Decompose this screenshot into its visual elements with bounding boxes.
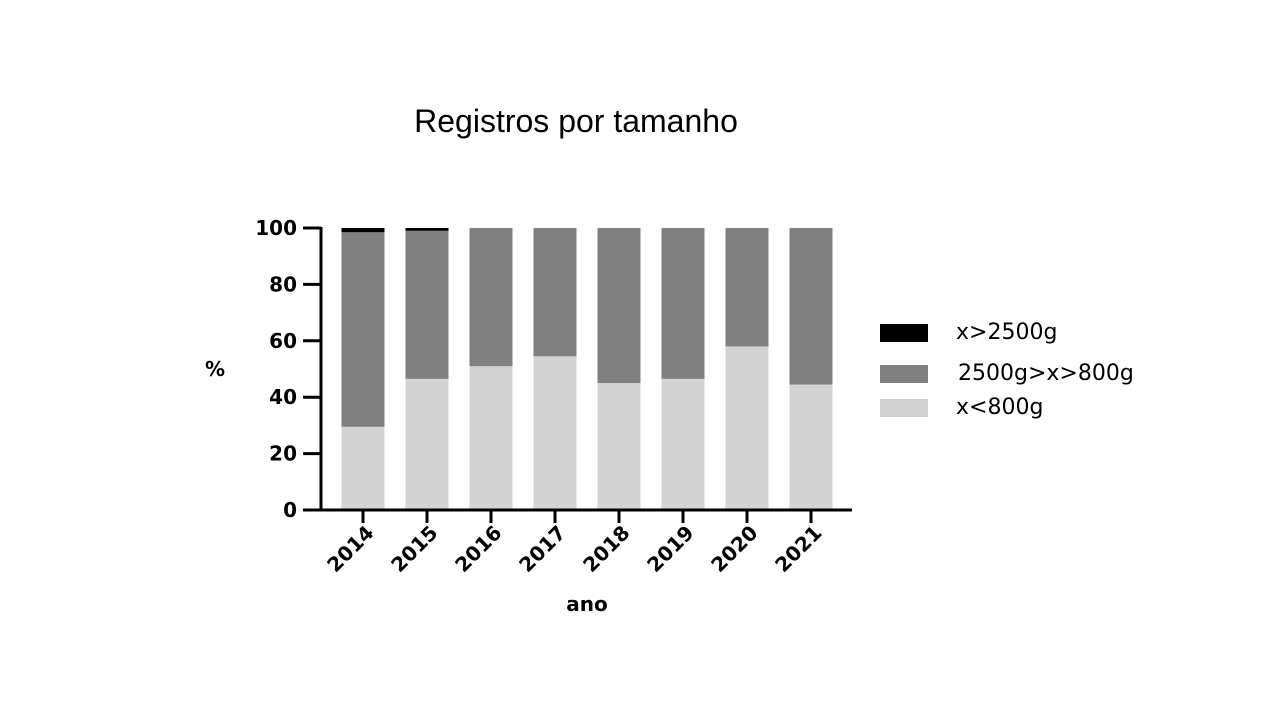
y-ticks-group: 0 20 40 60 80 100 [255, 216, 321, 522]
legend-swatch-2 [880, 399, 928, 417]
legend-swatch-1 [880, 365, 928, 383]
y-tick-label-40: 40 [269, 385, 297, 409]
legend-label-2: x<800g [956, 395, 1044, 420]
x-tick-label-2015: 2015 [386, 521, 442, 577]
bar-2015-series-2 [405, 228, 449, 231]
x-tick-label-2020: 2020 [706, 521, 762, 577]
bar-2015-series-0 [405, 378, 449, 510]
x-tick-label-2021: 2021 [770, 521, 826, 577]
chart-title: Registros por tamanho [414, 103, 738, 139]
legend-label-0: x>2500g [956, 320, 1058, 345]
y-tick-label-80: 80 [269, 272, 297, 296]
bar-2021-series-1 [789, 228, 833, 385]
bar-2016-series-1 [469, 228, 513, 367]
y-tick-label-100: 100 [255, 216, 297, 240]
bar-2014-series-0 [341, 426, 385, 510]
bar-2018-series-0 [597, 383, 641, 510]
x-tick-label-2016: 2016 [450, 521, 506, 577]
bar-2017-series-0 [533, 356, 577, 510]
x-axis-label: ano [566, 592, 607, 616]
x-tick-label-2017: 2017 [514, 521, 570, 577]
legend-swatch-0 [880, 324, 928, 342]
x-tick-label-2018: 2018 [578, 521, 634, 577]
x-tick-label-2019: 2019 [642, 521, 698, 577]
bar-2018-series-1 [597, 228, 641, 384]
bar-2015-series-1 [405, 230, 449, 379]
bars-group [341, 228, 833, 510]
bar-2016-series-0 [469, 366, 513, 510]
x-ticks-group: 2014 2015 2016 2017 2018 2019 2020 2021 [322, 510, 827, 577]
y-tick-label-60: 60 [269, 329, 297, 353]
bar-2020-series-0 [725, 346, 769, 510]
bar-2019-series-0 [661, 378, 705, 510]
y-tick-label-20: 20 [269, 442, 297, 466]
bar-2014-series-1 [341, 232, 385, 427]
bar-2014-series-2 [341, 228, 385, 233]
bar-2017-series-1 [533, 228, 577, 357]
y-tick-label-0: 0 [283, 498, 297, 522]
legend-label-1: 2500g>x>800g [958, 361, 1134, 386]
y-axis-label: % [205, 357, 225, 381]
bar-2021-series-0 [789, 384, 833, 510]
bar-2019-series-1 [661, 228, 705, 379]
bar-2020-series-1 [725, 228, 769, 347]
x-tick-label-2014: 2014 [322, 521, 378, 577]
